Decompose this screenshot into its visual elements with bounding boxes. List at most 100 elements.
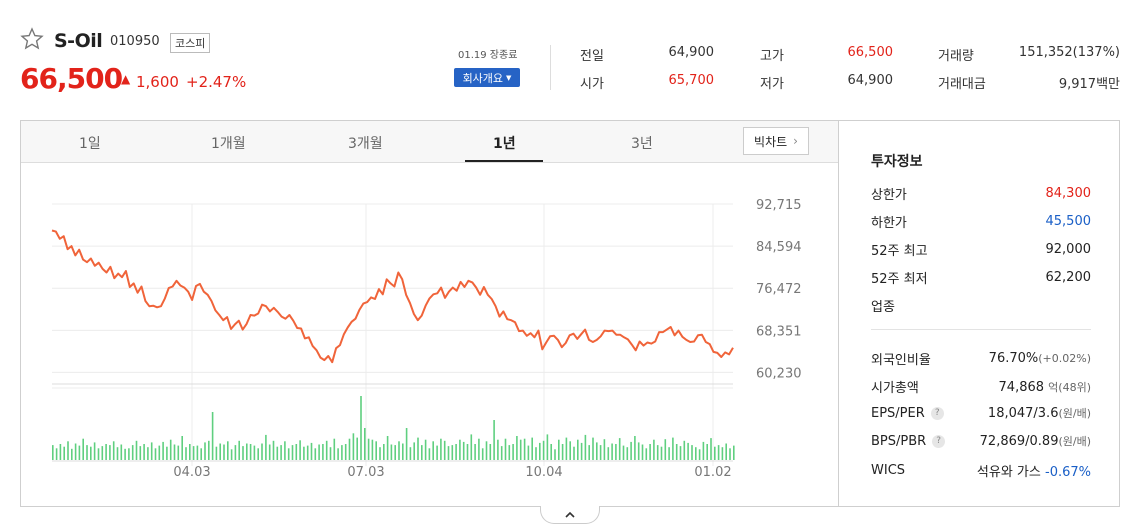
volume-bar: [360, 396, 362, 460]
stock-code: 010950: [110, 34, 160, 49]
volume-bar: [402, 443, 404, 460]
y-tick-label: 76,472: [756, 282, 802, 297]
big-chart-button[interactable]: 빅차트 ›: [743, 127, 809, 155]
volume-bar: [679, 446, 682, 460]
volume-bar: [497, 439, 499, 460]
volume-bar: [337, 448, 339, 460]
tab-1y[interactable]: 1년: [493, 136, 516, 152]
tab-3m[interactable]: 3개월: [348, 136, 383, 152]
volume-bar: [219, 443, 221, 460]
market-cap-value: 74,868: [998, 379, 1045, 395]
volume-bar: [656, 445, 659, 460]
volume-label: 거래량: [938, 49, 974, 64]
volume-bar: [607, 447, 610, 460]
sidebar-divider: [838, 121, 839, 506]
volume-bar: [535, 447, 537, 460]
volume-bar: [173, 444, 176, 460]
tab-1d[interactable]: 1일: [79, 136, 101, 152]
volume-bar: [86, 445, 88, 460]
volume-bar: [333, 438, 336, 460]
wics-value[interactable]: 석유와 가스: [976, 465, 1041, 480]
tab-3y[interactable]: 3년: [631, 136, 653, 152]
collapse-button[interactable]: [540, 506, 600, 524]
volume-bar: [421, 445, 423, 460]
x-tick-label: 10.04: [525, 465, 562, 480]
volume-bar: [246, 443, 248, 460]
volume-bar: [573, 446, 575, 460]
low-value: 64,900: [847, 73, 894, 88]
price-line: [51, 229, 734, 364]
sidebar-divider-line: [871, 329, 1091, 330]
volume-bar: [169, 439, 172, 460]
volume-bar: [668, 447, 670, 460]
volume-bar: [67, 441, 69, 460]
volume-bar: [71, 448, 73, 460]
volume-bar: [695, 447, 697, 460]
volume-bar: [592, 437, 594, 460]
volume-bar: [356, 437, 358, 460]
volume-bar: [637, 442, 640, 460]
chevron-right-icon: ›: [793, 134, 798, 148]
volume-bar: [280, 445, 282, 460]
favorite-star-icon[interactable]: [20, 27, 44, 51]
volume-bar: [675, 444, 678, 460]
price-chart: 92,715 84,594 76,472 68,351 60,230 04.03 07.03…: [51, 198, 802, 480]
volume-bar: [424, 439, 427, 460]
volume-bar: [554, 449, 556, 460]
lower-limit-row: 하한가 45,500: [871, 212, 1091, 231]
volume-bar: [641, 444, 644, 460]
volume-bar: [733, 445, 735, 460]
volume-bar: [523, 438, 526, 460]
help-icon[interactable]: ?: [932, 434, 946, 448]
volume-bar: [584, 434, 587, 460]
bps-pbr-value: 72,869/0.89: [979, 434, 1059, 449]
open-value: 65,700: [668, 73, 715, 88]
volume-bar: [691, 445, 693, 460]
volume-bar: [603, 439, 606, 460]
volume-bar: [702, 441, 705, 460]
volume-bar: [181, 436, 183, 460]
wics-label: WICS: [871, 463, 906, 478]
tab-1m[interactable]: 1개월: [211, 136, 246, 152]
company-overview-label: 회사개요: [462, 71, 504, 85]
volume-bar: [451, 445, 454, 460]
volume-bar: [531, 437, 533, 460]
volume-bar: [417, 437, 419, 460]
volume-bar: [455, 444, 457, 460]
y-tick-label: 68,351: [756, 324, 802, 339]
volume-bar: [405, 428, 408, 460]
volume-bar: [364, 428, 366, 460]
volume-bar: [390, 444, 393, 460]
volume-bar: [276, 446, 279, 460]
high52-row: 52주 최고 92,000: [871, 240, 1091, 259]
upper-limit-row: 상한가 84,300: [871, 184, 1091, 203]
period-tabs: 1일 1개월 3개월 1년 3년: [21, 121, 838, 163]
volume-bar: [97, 448, 100, 460]
foreign-ratio-change: (+0.02%): [1038, 352, 1091, 365]
volume-bar: [539, 442, 541, 460]
volume-bar: [189, 444, 191, 460]
low-label: 저가: [760, 77, 784, 92]
volume-bar: [714, 446, 716, 460]
close-status: 01.19 장종료: [458, 50, 518, 61]
volume-bar: [154, 448, 157, 460]
volume-bar: [261, 443, 263, 460]
market-badge: 코스피: [170, 33, 211, 53]
company-overview-button[interactable]: 회사개요 ▼: [454, 68, 520, 87]
volume-bar: [234, 445, 237, 460]
volume-bar: [565, 437, 568, 460]
volume-bar: [82, 438, 84, 460]
volume-bar: [706, 444, 708, 460]
prev-close-label: 전일: [580, 49, 604, 64]
bps-pbr-row: BPS/PBR? 72,869/0.89(원/배): [871, 433, 1091, 450]
volume-bar: [177, 445, 180, 460]
volume-bar: [394, 445, 396, 460]
lower-limit-value: 45,500: [1045, 214, 1092, 229]
volume-bar: [664, 439, 667, 460]
volume-bar: [147, 447, 149, 460]
help-icon[interactable]: ?: [930, 406, 944, 420]
y-tick-label: 84,594: [756, 240, 802, 255]
volume-bar: [634, 436, 636, 460]
volume-bar: [653, 439, 655, 460]
upper-limit-value: 84,300: [1045, 186, 1092, 201]
